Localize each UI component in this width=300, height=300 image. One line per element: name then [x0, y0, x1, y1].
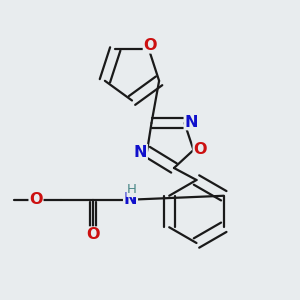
Text: H: H [127, 183, 137, 196]
Text: O: O [29, 192, 43, 207]
Text: O: O [194, 142, 207, 157]
Text: O: O [86, 227, 100, 242]
Text: N: N [124, 192, 137, 207]
Text: O: O [143, 38, 157, 53]
Text: N: N [184, 115, 198, 130]
Text: N: N [134, 145, 147, 160]
